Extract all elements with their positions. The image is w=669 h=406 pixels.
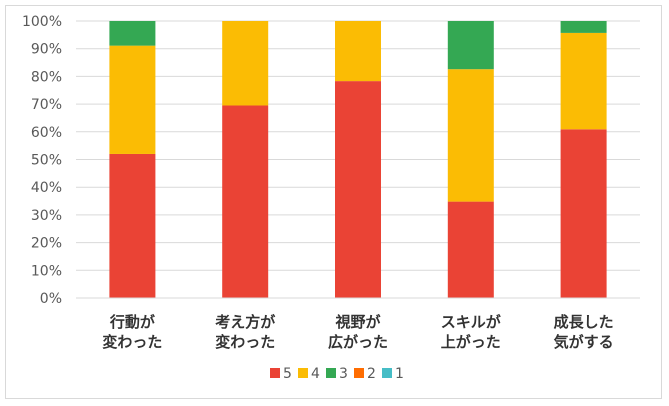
bar-segment-4 (222, 21, 269, 106)
legend-label-3: 3 (339, 366, 348, 382)
legend-label-2: 2 (367, 366, 376, 382)
legend-swatch-5 (270, 368, 280, 378)
bar-segment-5 (222, 105, 269, 298)
x-category-label: 考え方が変わった (215, 313, 276, 351)
y-tick-label: 90% (31, 42, 62, 58)
bar-segment-5 (109, 153, 156, 298)
y-tick-label: 30% (31, 208, 62, 224)
bars (109, 21, 607, 298)
bar-segment-3 (447, 21, 494, 70)
y-tick-label: 70% (31, 97, 62, 113)
x-category-label: 視野が広がった (328, 313, 388, 351)
bar-segment-5 (335, 81, 381, 298)
y-tick-label: 0% (40, 291, 62, 307)
bar-segment-4 (335, 21, 381, 82)
legend-swatch-1 (382, 368, 392, 378)
bar-segment-4 (447, 69, 494, 202)
y-tick-label: 20% (31, 236, 62, 252)
legend-swatch-2 (354, 368, 364, 378)
legend-label-1: 1 (395, 366, 404, 382)
y-tick-label: 80% (31, 69, 62, 85)
x-category-label: 成長した気がする (554, 313, 614, 351)
x-category-label: スキルが上がった (441, 313, 502, 351)
y-tick-label: 40% (31, 180, 62, 196)
legend-label-5: 5 (283, 366, 292, 382)
bar-segment-3 (560, 21, 607, 33)
x-axis: 行動が変わった 考え方が変わった 視野が広がった スキルが上がった 成長した気がする (76, 297, 640, 351)
bar-segment-3 (109, 21, 156, 46)
bar-segment-5 (560, 129, 607, 298)
bar-segment-4 (109, 45, 156, 154)
x-category-label: 行動が変わった (102, 313, 162, 351)
y-tick-label: 60% (31, 125, 62, 141)
y-tick-label: 10% (31, 263, 62, 279)
bar-segment-4 (560, 32, 607, 130)
y-tick-label: 50% (31, 153, 62, 169)
y-axis: 0% 10% 20% 30% 40% 50% 60% 70% 80% 90% 100% (22, 14, 62, 307)
legend-swatch-4 (298, 368, 308, 378)
bar-segment-5 (447, 201, 494, 298)
legend-label-4: 4 (311, 366, 320, 382)
legend-swatch-3 (326, 368, 336, 378)
y-tick-label: 100% (22, 14, 62, 30)
legend: 5 4 3 2 1 (270, 366, 404, 382)
